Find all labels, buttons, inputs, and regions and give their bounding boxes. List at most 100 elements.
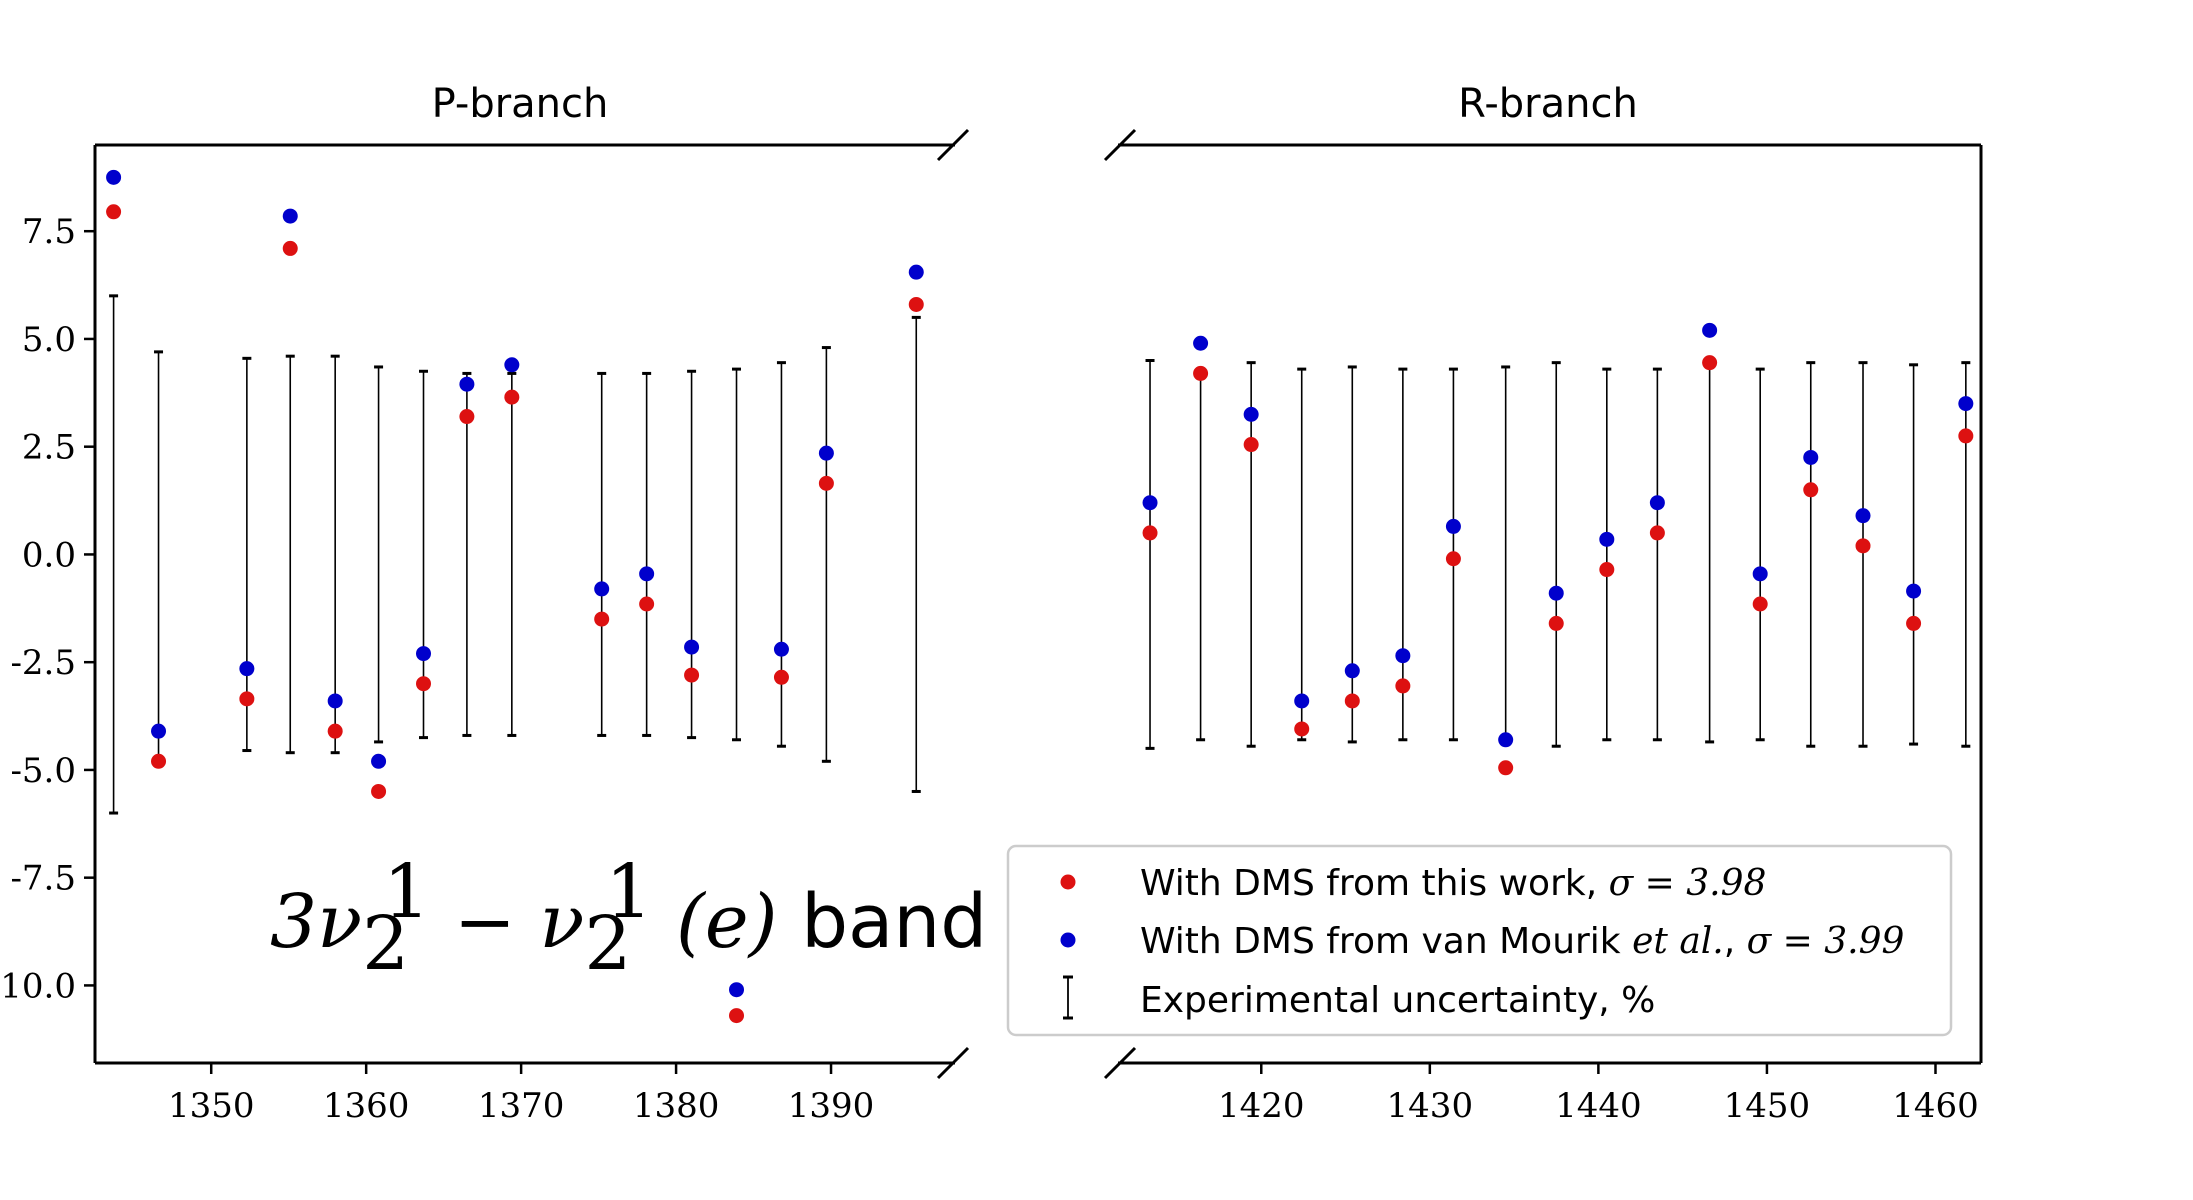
r-branch-errorbar	[1755, 367, 1765, 742]
r-branch-errorbar	[1602, 367, 1612, 742]
y-tick-label: 7.5	[22, 212, 76, 252]
r-branch-x-tick-label: 1430	[1387, 1086, 1474, 1126]
y-tick-label: -10.0	[0, 966, 76, 1006]
p-branch-axes-frame	[93, 128, 970, 1080]
y-axis-ticks: 7.5 5.0 2.5 0.0 -2.5 -5.0 -7.5 -10.0	[0, 212, 95, 1006]
p-branch-point-blue	[371, 753, 387, 769]
r-branch-point-red	[1548, 615, 1564, 631]
r-branch-errorbar	[1145, 358, 1155, 750]
p-branch-x-tick-label: 1380	[633, 1086, 720, 1126]
r-branch-point-blue	[1702, 322, 1718, 338]
legend-entry-van-mourik: With DMS from van Mourik et al., σ = 3.9…	[1140, 921, 1904, 962]
r-branch-point-blue	[1803, 449, 1819, 465]
p-branch-point-blue	[639, 566, 655, 582]
r-branch-errorbar	[1347, 365, 1357, 744]
p-branch-point-blue	[459, 376, 475, 392]
r-branch-point-red	[1142, 525, 1158, 541]
r-branch-point-blue	[1855, 508, 1871, 524]
p-branch-errorbar	[330, 354, 340, 755]
p-branch-point-red	[239, 691, 255, 707]
legend-marker-blue-dot	[1060, 932, 1076, 948]
p-branch-point-red	[639, 596, 655, 612]
p-branch-point-blue	[151, 723, 167, 739]
r-branch-point-blue	[1752, 566, 1768, 582]
p-branch-errorbar	[507, 371, 517, 737]
p-branch-errorbar	[109, 294, 119, 815]
p-branch-break-mark-top	[936, 128, 970, 162]
r-branch-point-red	[1702, 355, 1718, 371]
p-branch-point-blue	[239, 661, 255, 677]
r-branch-errorbar	[1705, 365, 1715, 744]
r-branch-point-red	[1855, 538, 1871, 554]
p-branch-x-tick-label: 1360	[323, 1086, 410, 1126]
p-branch-point-blue	[327, 693, 343, 709]
r-branch-point-red	[1649, 525, 1665, 541]
band-label-sup2: 1	[605, 849, 652, 935]
r-branch-point-red	[1752, 596, 1768, 612]
r-branch-point-blue	[1344, 663, 1360, 679]
legend-entry-van-mourik-sigma: σ = 3.99	[1747, 921, 1905, 962]
legend-marker-errorbar	[1063, 975, 1073, 1020]
r-branch-point-blue	[1599, 531, 1615, 547]
legend-entry-this-work-sigma: σ = 3.98	[1609, 863, 1767, 904]
r-branch-point-blue	[1243, 406, 1259, 422]
r-branch-point-blue	[1649, 495, 1665, 511]
p-branch-point-red	[594, 611, 610, 627]
band-annotation: 3ν21 − ν21 (e) band	[270, 849, 987, 987]
p-branch-point-blue	[504, 357, 520, 373]
y-tick-label: -7.5	[10, 859, 76, 899]
p-branch-point-blue	[818, 445, 834, 461]
p-branch-x-axis-ticks: 1350 1360 1370 1380 1390	[168, 1063, 874, 1126]
r-branch-errorbar	[1858, 361, 1868, 748]
r-branch-point-blue	[1142, 495, 1158, 511]
p-branch-errorbar	[285, 354, 295, 755]
p-branch-point-red	[282, 240, 298, 256]
p-branch-point-blue	[282, 208, 298, 224]
p-branch-point-blue	[773, 641, 789, 657]
r-branch-point-red	[1193, 365, 1209, 381]
y-tick-label: -5.0	[10, 751, 76, 791]
p-branch-errorbar	[462, 371, 472, 737]
r-branch-x-tick-label: 1440	[1555, 1086, 1642, 1126]
r-branch-point-red	[1599, 562, 1615, 578]
r-branch-errorbar	[1398, 367, 1408, 742]
legend-entry-this-work-text: With DMS from this work,	[1140, 863, 1609, 904]
r-branch-break-mark-bottom	[1103, 1046, 1137, 1080]
band-label-paren: (e)	[653, 879, 802, 965]
r-branch-break-mark-top	[1103, 128, 1137, 162]
p-branch-point-blue	[594, 581, 610, 597]
r-branch-errorbar	[1246, 361, 1256, 748]
r-branch-point-red	[1243, 437, 1259, 453]
p-branch-title: P-branch	[432, 81, 609, 127]
legend-entry-van-mourik-etal: et al.	[1632, 921, 1724, 962]
r-branch-point-red	[1294, 721, 1310, 737]
p-branch-point-blue	[106, 169, 122, 185]
r-branch-point-blue	[1445, 518, 1461, 534]
legend-marker-red-dot	[1060, 874, 1076, 890]
p-branch-point-blue	[416, 646, 432, 662]
y-tick-label: 2.5	[22, 428, 76, 468]
p-branch-errorbar	[374, 365, 384, 744]
band-label-sup: 1	[383, 849, 430, 935]
p-branch-errorbar	[154, 350, 164, 759]
p-branch-point-red	[416, 676, 432, 692]
band-label-word: band	[801, 879, 987, 965]
band-label-sub: 2	[362, 901, 409, 987]
r-branch-errorbar	[1909, 363, 1919, 746]
p-branch-point-blue	[908, 264, 924, 280]
legend-entry-van-mourik-comma: ,	[1724, 921, 1747, 962]
r-branch-point-red	[1958, 428, 1974, 444]
p-branch-errorbar	[821, 346, 831, 763]
p-branch-point-red	[371, 783, 387, 799]
p-branch-errorbar	[687, 369, 697, 740]
p-branch-errorbar	[642, 371, 652, 737]
p-branch-point-red	[908, 296, 924, 312]
r-branch-title: R-branch	[1458, 81, 1638, 127]
y-tick-label: -2.5	[10, 643, 76, 683]
p-branch-point-red	[459, 409, 475, 425]
r-branch-errorbar	[1297, 367, 1307, 742]
p-branch-point-red	[684, 667, 700, 683]
p-branch-point-blue	[684, 639, 700, 655]
p-branch-errorbar	[732, 367, 742, 742]
